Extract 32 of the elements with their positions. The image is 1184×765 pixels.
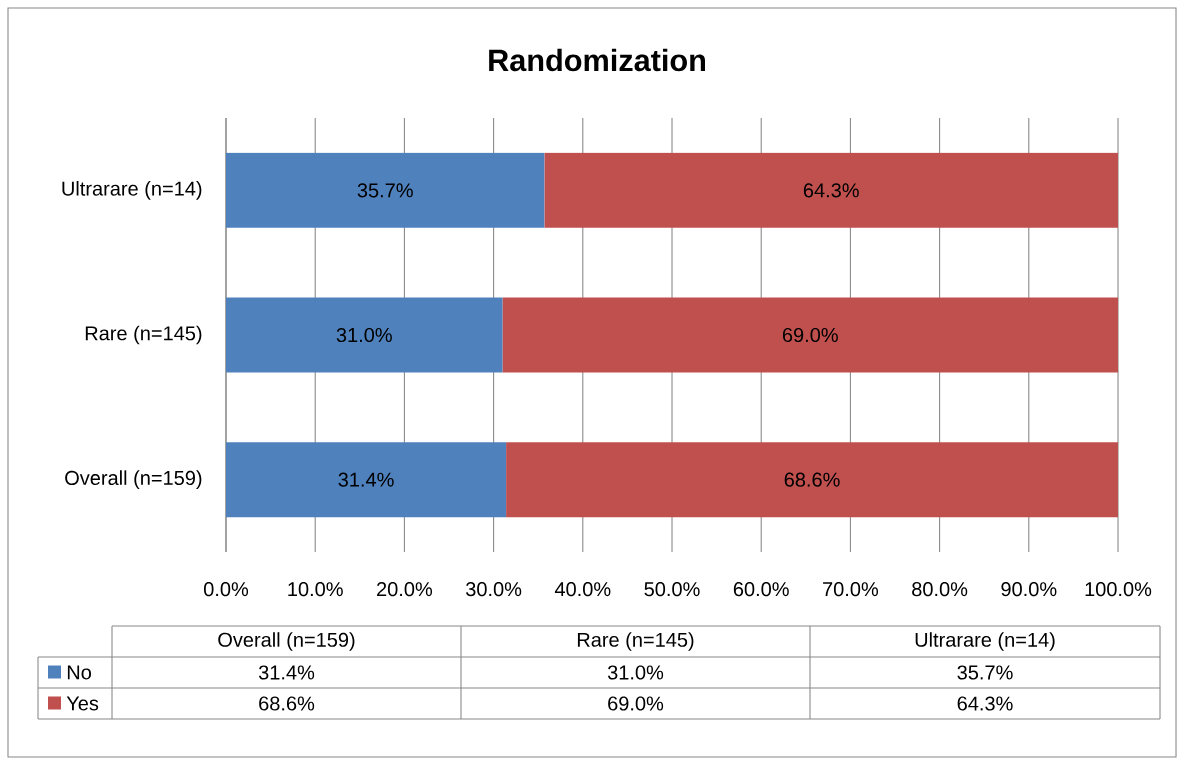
x-tick-label: 0.0% bbox=[203, 582, 249, 597]
text: 69.0% bbox=[608, 696, 664, 711]
data-label: 64.3% bbox=[803, 183, 859, 198]
y-tick-label: Rare (n=145) bbox=[85, 325, 202, 345]
data-label: 69.0% bbox=[782, 327, 838, 343]
y-tick-label: Overall (n=159) bbox=[65, 470, 202, 489]
x-tick-label: 60.0% bbox=[733, 582, 789, 597]
category-label: Overall (n=159) bbox=[218, 632, 355, 651]
data-label: 68.6% bbox=[784, 472, 840, 487]
x-tick-label: 30.0% bbox=[466, 582, 522, 597]
x-tick-label: 10.0% bbox=[288, 582, 343, 597]
text: 35.7% bbox=[957, 665, 1013, 680]
category-label: Rare (n=145) bbox=[577, 632, 694, 651]
category-label: Ultrarare (n=14) bbox=[915, 632, 1055, 651]
x-tick-label: 90.0% bbox=[1001, 582, 1057, 597]
y-tick-label: Ultrarare (n=14) bbox=[62, 181, 202, 200]
data-label: 31.4% bbox=[338, 472, 394, 487]
text: 31.4% bbox=[258, 665, 315, 680]
x-tick-label: 50.0% bbox=[644, 582, 700, 597]
x-tick-label: 20.0% bbox=[377, 582, 433, 597]
x-tick-label: 40.0% bbox=[554, 582, 611, 597]
text: 64.3% bbox=[957, 696, 1013, 711]
x-tick-label: 80.0% bbox=[912, 582, 968, 597]
legend-label: No bbox=[67, 665, 91, 680]
text: 68.6% bbox=[259, 696, 315, 711]
data-label: 31.0% bbox=[336, 327, 392, 343]
legend-label: Yes bbox=[66, 696, 99, 711]
x-tick-label: 100.0% bbox=[1085, 582, 1152, 597]
data-label: 35.7% bbox=[357, 183, 413, 198]
chart-title: Randomization bbox=[489, 48, 706, 72]
text: 31.0% bbox=[607, 665, 664, 680]
x-tick-label: 70.0% bbox=[823, 582, 879, 597]
